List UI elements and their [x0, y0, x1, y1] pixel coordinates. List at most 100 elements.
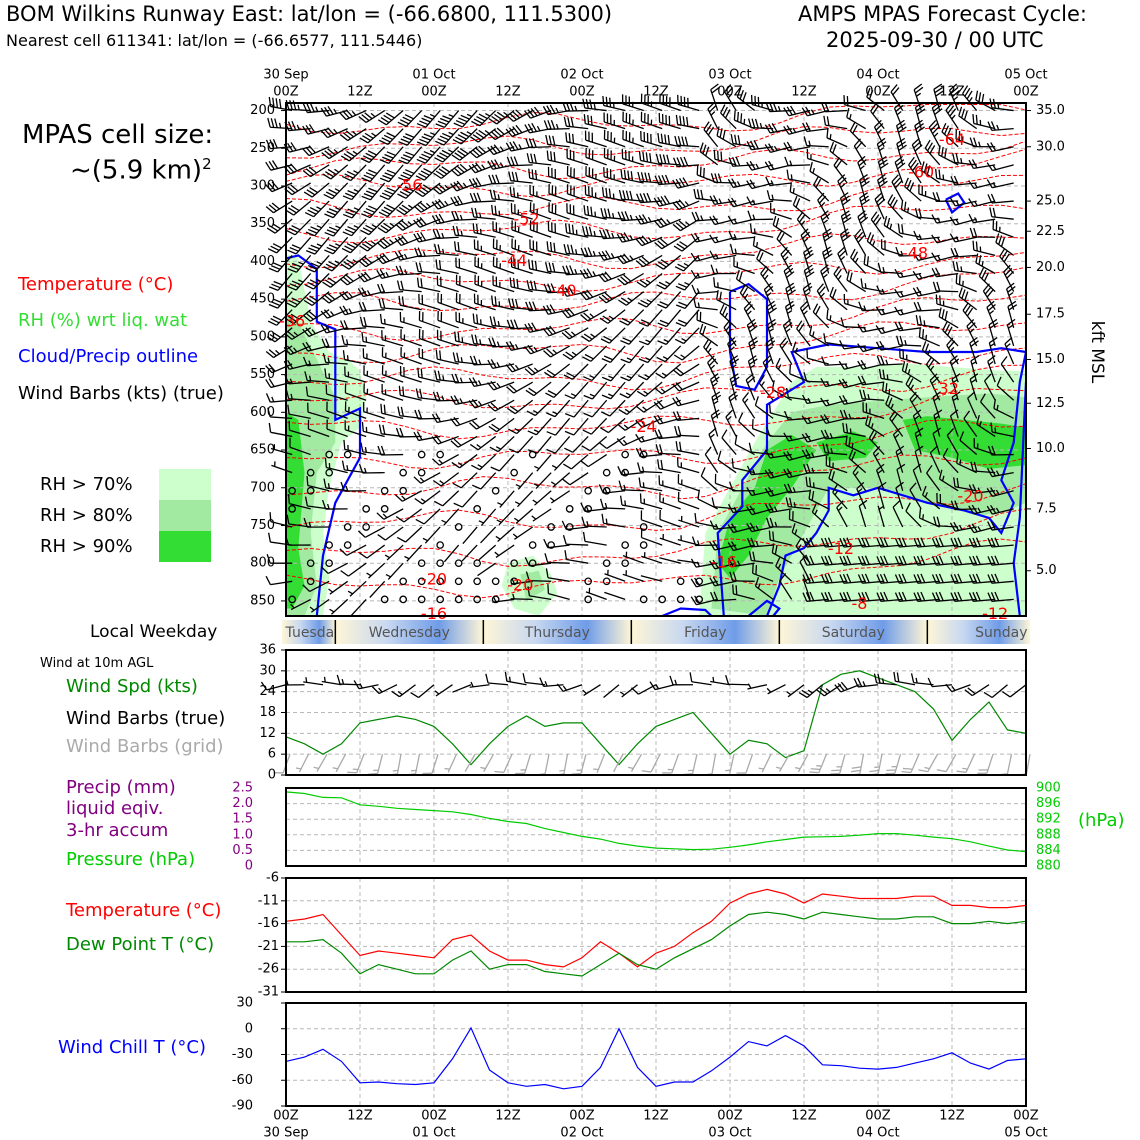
wind-barb: [304, 273, 330, 290]
wind-barb-staff: [381, 322, 404, 329]
wind-barb: [287, 254, 312, 273]
wind-barb-half-feather: [497, 321, 500, 327]
wind-barb-feather: [378, 211, 388, 218]
wind-barb: [414, 409, 441, 420]
wind-barb-half-feather: [328, 588, 334, 593]
wind-barb: [306, 476, 330, 492]
wind-barb-feather: [528, 387, 537, 394]
wind-barb-feather: [473, 118, 483, 124]
wind-barb-feather: [640, 172, 645, 182]
wind-barb-feather: [347, 190, 357, 195]
wind-barb-feather: [327, 106, 334, 115]
rh-legend-70-swatch: [159, 469, 211, 500]
wind-barb-feather: [455, 226, 460, 236]
wind-barb-staff: [307, 109, 330, 114]
wind-barb-feather: [341, 460, 345, 471]
wind-barb-half-feather: [496, 362, 501, 368]
wind-barb-staff: [288, 381, 311, 385]
wind-barb-feather: [894, 288, 901, 298]
wind-barb: [813, 176, 830, 202]
wind-barb-feather: [343, 320, 349, 330]
wind-barb-feather: [544, 371, 553, 379]
wind-barb-feather: [386, 132, 396, 138]
temperature-label: -64: [939, 130, 965, 149]
wind-barb-staff: [368, 218, 386, 236]
wind-barb-feather: [273, 280, 283, 286]
wind-barb-feather: [265, 350, 274, 359]
wind-barb: [581, 225, 607, 238]
wind-barb-feather: [423, 167, 433, 174]
wind-barb: [603, 129, 626, 148]
wind-barb: [491, 295, 515, 311]
wind-barb-feather: [472, 377, 479, 387]
wind-barb-calm: [621, 468, 630, 477]
wind-barb: [435, 349, 459, 365]
wind-barb: [454, 559, 463, 568]
legend-temperature: Temperature (°C): [18, 274, 174, 295]
wind-barb-feather: [561, 332, 570, 340]
wind-barb-staff: [591, 399, 608, 418]
wind-barb-calm: [510, 468, 519, 477]
wind-barb: [880, 239, 903, 257]
wind-barb-half-feather: [476, 444, 482, 449]
wind-barb-staff: [270, 521, 293, 528]
wind-barb-feather: [324, 294, 333, 302]
wind-barb: [469, 435, 497, 451]
wind-barb-feather: [513, 156, 519, 166]
wind-barb-half-feather: [662, 356, 669, 360]
wind-barb-feather: [361, 258, 370, 266]
wind-barb-feather: [307, 281, 317, 288]
wind-barb: [321, 338, 348, 349]
wind-barb-feather: [453, 241, 457, 251]
wind-barb-feather: [677, 283, 688, 288]
wind-barb-staff: [573, 399, 589, 418]
wind-barb: [505, 124, 533, 137]
bottom-hour-label: 12Z: [791, 1109, 817, 1124]
wind-barb: [492, 596, 515, 603]
wind-barb-half-feather: [364, 447, 367, 453]
wind-barb-staff: [443, 544, 460, 563]
wind-barb-half-feather: [363, 467, 367, 474]
wind-barb-half-feather: [371, 240, 377, 245]
wind-barb-staff: [480, 526, 497, 544]
wind-barb-staff: [492, 304, 515, 311]
wind-barb-half-feather: [768, 328, 775, 332]
wind-barb-feather: [416, 158, 426, 164]
wind-barb-feather: [473, 192, 478, 203]
wind-barb-feather: [768, 530, 771, 541]
wind-barb: [544, 553, 570, 564]
wind-barb-staff: [388, 164, 404, 183]
wind-barb-feather: [858, 301, 863, 311]
wind-barb-staff: [325, 377, 348, 383]
wind-barb-feather: [302, 314, 311, 322]
wind-barb-half-feather: [333, 128, 338, 134]
wind-barb-half-feather: [351, 110, 357, 116]
wind-barb-feather: [469, 422, 477, 430]
wind-barb-feather: [456, 165, 465, 173]
wind-barb-staff: [276, 309, 293, 326]
wind-barb-half-feather: [645, 279, 651, 284]
wind-barb-feather: [918, 327, 921, 338]
wind-barb-staff: [406, 164, 423, 182]
wind-barb-staff: [418, 417, 441, 420]
wind-barb: [602, 559, 611, 568]
wind-barb-feather: [875, 306, 882, 316]
wind-barb-half-feather: [593, 231, 596, 237]
wind-barb-staff: [535, 417, 552, 436]
wind-barb: [580, 309, 607, 322]
wind-barb-staff: [332, 236, 349, 255]
wind-barb-calm: [325, 541, 334, 549]
wind-barb-feather: [360, 442, 364, 452]
wind-barb-feather: [563, 244, 567, 254]
wind-barb-half-feather: [448, 131, 454, 136]
wind-barb-half-feather: [533, 483, 539, 487]
wind-barb: [583, 114, 607, 130]
wind-barb: [510, 577, 519, 586]
wind-barb-staff: [455, 218, 478, 221]
wind-barb: [581, 435, 608, 452]
wind-barb: [378, 298, 404, 311]
wind-barb-feather: [363, 210, 373, 216]
wind-barb-feather: [457, 134, 467, 140]
temperature-label: -16: [711, 553, 737, 572]
wind-barb: [380, 505, 389, 513]
